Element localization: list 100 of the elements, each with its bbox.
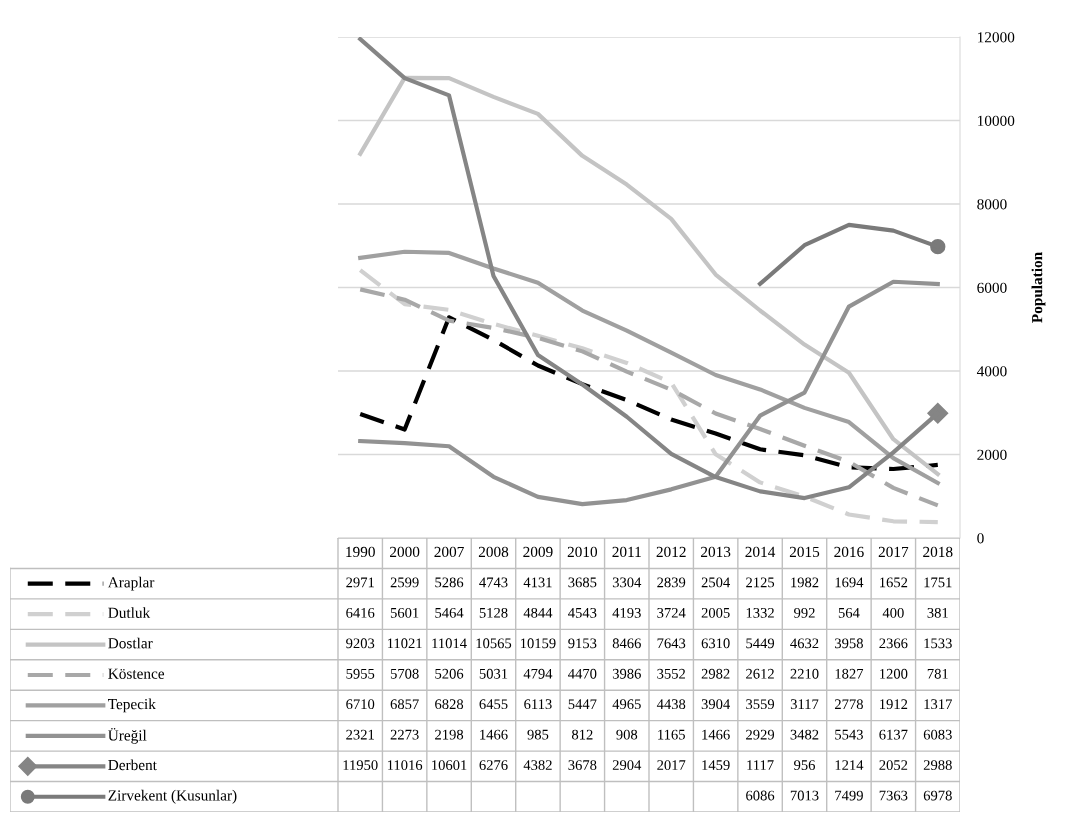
- data-label: 8466: [612, 638, 641, 649]
- x-tick-label: 1990: [346, 546, 375, 558]
- data-label: 1459: [702, 760, 730, 770]
- data-label: 3678: [568, 760, 597, 770]
- legend-label: Tepecik: [108, 698, 156, 713]
- data-label: 381: [927, 607, 948, 618]
- data-label: 956: [794, 760, 815, 770]
- data-label: 1533: [924, 638, 952, 649]
- legend-label: Derbent: [108, 759, 157, 771]
- data-label: 5286: [435, 577, 464, 588]
- data-label: 10565: [476, 638, 512, 649]
- data-label: 1317: [924, 699, 952, 710]
- data-label: 4632: [790, 638, 819, 649]
- data-label: 5464: [435, 607, 464, 618]
- data-label: 5128: [479, 607, 508, 618]
- data-label: 7363: [879, 790, 908, 801]
- data-label: 992: [794, 607, 815, 618]
- x-tick-label: 2000: [390, 546, 420, 558]
- data-label: 1117: [747, 760, 774, 770]
- data-label: 2778: [834, 699, 863, 710]
- y-tick-label: 8000: [977, 199, 1007, 210]
- data-label: 1165: [658, 729, 685, 740]
- data-label: 2612: [746, 668, 774, 679]
- data-label: 4438: [656, 699, 686, 710]
- data-label: 3117: [790, 699, 819, 710]
- data-label: 6857: [390, 699, 419, 710]
- data-label: 2971: [346, 577, 374, 588]
- data-label: 985: [527, 729, 549, 740]
- data-label: 5955: [346, 668, 375, 679]
- data-label: 6978: [923, 790, 952, 801]
- data-label: 1982: [791, 577, 819, 588]
- x-tick-label: 2018: [923, 546, 953, 558]
- line-series: [358, 315, 940, 472]
- data-label: 2125: [746, 577, 775, 588]
- legend-label: Köstence: [108, 668, 165, 679]
- y-tick-label: 12000: [978, 32, 1015, 43]
- data-label: 11014: [432, 638, 467, 649]
- data-label: 7013: [790, 790, 819, 801]
- data-label: 1912: [880, 699, 908, 710]
- data-label: 400: [882, 607, 904, 618]
- data-label: 908: [616, 729, 638, 740]
- data-label: 1694: [835, 577, 864, 588]
- data-label: 7499: [835, 790, 863, 801]
- data-label: 4470: [568, 668, 597, 679]
- data-label: 11021: [387, 638, 422, 649]
- data-label: 3724: [657, 607, 686, 618]
- data-label: 2005: [701, 607, 730, 618]
- data-label: 5206: [435, 668, 464, 679]
- data-label: 6137: [879, 729, 908, 740]
- y-tick-label: 0: [977, 533, 984, 544]
- legend-label: Dutluk: [108, 607, 151, 618]
- x-tick-label: 2011: [612, 546, 641, 558]
- data-label: 5543: [835, 729, 863, 740]
- data-label: 1200: [880, 668, 908, 679]
- data-label: 9153: [568, 638, 597, 649]
- data-label: 6416: [346, 607, 375, 618]
- data-label: 3904: [701, 699, 730, 710]
- x-tick-label: 2016: [834, 546, 864, 558]
- legend-label: Zirvekent (Kusunlar): [108, 789, 237, 804]
- data-label: 6086: [746, 790, 775, 801]
- data-label: 3304: [612, 577, 642, 588]
- x-tick-label: 2010: [567, 546, 598, 558]
- data-label: 3986: [612, 668, 641, 679]
- y-tick-label: 6000: [977, 282, 1007, 293]
- data-label: 4543: [568, 607, 597, 618]
- data-label: 6828: [435, 699, 464, 710]
- data-label: 10601: [432, 760, 467, 770]
- y-tick-label: 4000: [976, 366, 1007, 377]
- data-label: 5708: [390, 668, 419, 679]
- data-label: 564: [838, 607, 860, 618]
- data-label: 6710: [346, 699, 375, 710]
- data-label: 2504: [701, 577, 730, 588]
- data-label: 781: [927, 668, 948, 679]
- x-tick-label: 2007: [434, 546, 464, 558]
- data-label: 3482: [790, 729, 819, 740]
- data-label: 3559: [746, 699, 775, 710]
- data-label: 2017: [657, 760, 686, 770]
- data-label: 6083: [923, 729, 952, 740]
- data-label: 9203: [346, 638, 375, 649]
- data-label: 1652: [880, 577, 908, 588]
- data-label: 2321: [346, 729, 374, 740]
- data-label: 4844: [523, 607, 553, 618]
- data-label: 3552: [657, 668, 685, 679]
- data-label: 3958: [835, 638, 863, 649]
- data-label: 6455: [479, 699, 508, 710]
- data-label: 1332: [746, 607, 774, 618]
- y-axis-title: Population: [1031, 252, 1046, 323]
- data-label: 2904: [612, 760, 642, 770]
- data-label: 6276: [479, 760, 508, 770]
- legend-label: Araplar: [107, 576, 155, 591]
- data-label: 5031: [479, 668, 508, 679]
- data-label: 4743: [479, 577, 508, 588]
- data-label: 2929: [746, 729, 775, 740]
- data-label: 3685: [568, 577, 597, 588]
- x-tick-label: 2012: [656, 546, 686, 558]
- data-label: 5447: [568, 699, 597, 710]
- legend-label: Üreğil: [108, 728, 147, 744]
- x-tick-label: 2008: [478, 546, 509, 558]
- data-label: 2052: [879, 760, 908, 770]
- data-label: 5449: [746, 638, 775, 649]
